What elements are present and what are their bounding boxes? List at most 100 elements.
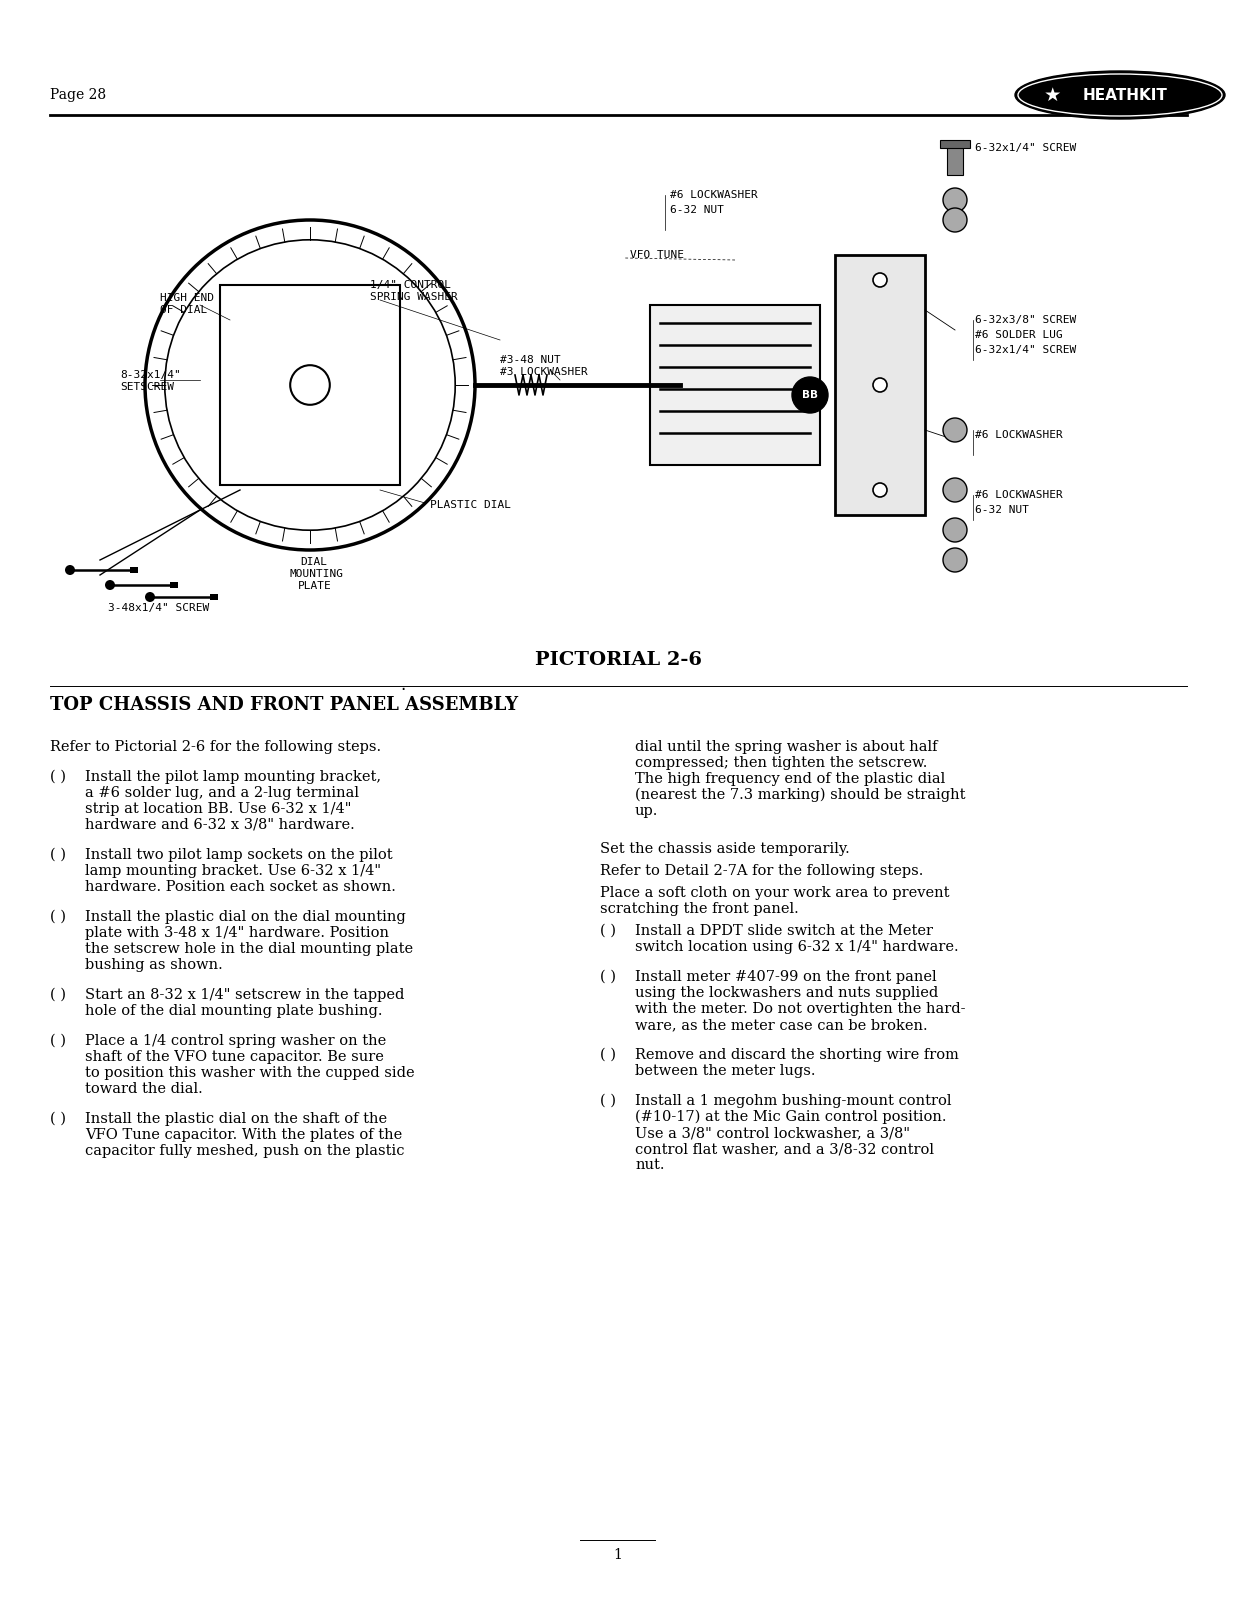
Bar xyxy=(940,141,970,149)
Text: hardware and 6-32 x 3/8" hardware.: hardware and 6-32 x 3/8" hardware. xyxy=(85,818,355,832)
Text: a #6 solder lug, and a 2-lug terminal: a #6 solder lug, and a 2-lug terminal xyxy=(85,786,359,800)
Text: Refer to Pictorial 2-6 for the following steps.: Refer to Pictorial 2-6 for the following… xyxy=(49,739,381,754)
Text: #3 LOCKWASHER: #3 LOCKWASHER xyxy=(500,366,588,378)
Text: strip at location BB. Use 6-32 x 1/4": strip at location BB. Use 6-32 x 1/4" xyxy=(85,802,351,816)
Bar xyxy=(220,285,400,485)
Text: bushing as shown.: bushing as shown. xyxy=(85,958,223,971)
Text: 6-32 NUT: 6-32 NUT xyxy=(975,506,1029,515)
Text: ( ): ( ) xyxy=(600,1048,616,1062)
Text: ( ): ( ) xyxy=(49,1112,66,1126)
Circle shape xyxy=(943,547,967,573)
Text: 1: 1 xyxy=(614,1549,622,1562)
Text: ( ): ( ) xyxy=(49,848,66,862)
Text: Install the plastic dial on the shaft of the: Install the plastic dial on the shaft of… xyxy=(85,1112,387,1126)
Text: lamp mounting bracket. Use 6-32 x 1/4": lamp mounting bracket. Use 6-32 x 1/4" xyxy=(85,864,381,878)
Circle shape xyxy=(105,579,115,590)
Text: Install the plastic dial on the dial mounting: Install the plastic dial on the dial mou… xyxy=(85,910,406,925)
Text: hole of the dial mounting plate bushing.: hole of the dial mounting plate bushing. xyxy=(85,1005,382,1018)
Text: Place a soft cloth on your work area to prevent: Place a soft cloth on your work area to … xyxy=(600,886,950,899)
Circle shape xyxy=(943,518,967,542)
Text: 1/4" CONTROL: 1/4" CONTROL xyxy=(370,280,452,290)
Text: (nearest the 7.3 marking) should be straight: (nearest the 7.3 marking) should be stra… xyxy=(635,787,966,802)
Text: nut.: nut. xyxy=(635,1158,664,1171)
Text: Install a DPDT slide switch at the Meter: Install a DPDT slide switch at the Meter xyxy=(635,925,933,938)
Text: between the meter lugs.: between the meter lugs. xyxy=(635,1064,815,1078)
Text: switch location using 6-32 x 1/4" hardware.: switch location using 6-32 x 1/4" hardwa… xyxy=(635,939,959,954)
Circle shape xyxy=(943,418,967,442)
Text: ( ): ( ) xyxy=(49,987,66,1002)
Text: Remove and discard the shorting wire from: Remove and discard the shorting wire fro… xyxy=(635,1048,959,1062)
Text: SPRING WASHER: SPRING WASHER xyxy=(370,291,458,302)
Circle shape xyxy=(873,274,887,286)
Text: VFO Tune capacitor. With the plates of the: VFO Tune capacitor. With the plates of t… xyxy=(85,1128,402,1142)
Circle shape xyxy=(943,478,967,502)
Text: PLATE: PLATE xyxy=(298,581,332,590)
Text: with the meter. Do not overtighten the hard-: with the meter. Do not overtighten the h… xyxy=(635,1002,966,1016)
Text: compressed; then tighten the setscrew.: compressed; then tighten the setscrew. xyxy=(635,757,928,770)
Text: PICTORIAL 2-6: PICTORIAL 2-6 xyxy=(534,651,703,669)
Text: OF DIAL: OF DIAL xyxy=(160,306,208,315)
Text: SETSCREW: SETSCREW xyxy=(120,382,174,392)
Bar xyxy=(649,306,820,466)
Text: Set the chassis aside temporarily.: Set the chassis aside temporarily. xyxy=(600,842,850,856)
Circle shape xyxy=(145,592,155,602)
Text: toward the dial.: toward the dial. xyxy=(85,1082,203,1096)
Text: 6-32 NUT: 6-32 NUT xyxy=(670,205,724,214)
Text: 8-32x1/4": 8-32x1/4" xyxy=(120,370,181,379)
Text: #6 LOCKWASHER: #6 LOCKWASHER xyxy=(975,490,1063,499)
Text: ( ): ( ) xyxy=(49,770,66,784)
Text: 6-32x3/8" SCREW: 6-32x3/8" SCREW xyxy=(975,315,1076,325)
Text: shaft of the VFO tune capacitor. Be sure: shaft of the VFO tune capacitor. Be sure xyxy=(85,1050,383,1064)
Text: ( ): ( ) xyxy=(49,910,66,925)
Text: Start an 8-32 x 1/4" setscrew in the tapped: Start an 8-32 x 1/4" setscrew in the tap… xyxy=(85,987,404,1002)
Text: .: . xyxy=(400,675,406,694)
Text: #6 LOCKWASHER: #6 LOCKWASHER xyxy=(670,190,758,200)
Circle shape xyxy=(873,483,887,498)
Text: Page 28: Page 28 xyxy=(49,88,106,102)
Text: Use a 3/8" control lockwasher, a 3/8": Use a 3/8" control lockwasher, a 3/8" xyxy=(635,1126,910,1139)
Text: TOP CHASSIS AND FRONT PANEL ASSEMBLY: TOP CHASSIS AND FRONT PANEL ASSEMBLY xyxy=(49,696,518,714)
Text: Place a 1/4 control spring washer on the: Place a 1/4 control spring washer on the xyxy=(85,1034,386,1048)
Text: the setscrew hole in the dial mounting plate: the setscrew hole in the dial mounting p… xyxy=(85,942,413,955)
Text: 6-32x1/4" SCREW: 6-32x1/4" SCREW xyxy=(975,346,1076,355)
Bar xyxy=(169,582,178,587)
Text: Install meter #407-99 on the front panel: Install meter #407-99 on the front panel xyxy=(635,970,936,984)
Circle shape xyxy=(943,208,967,232)
Circle shape xyxy=(943,187,967,211)
Circle shape xyxy=(873,378,887,392)
Text: Install a 1 megohm bushing-mount control: Install a 1 megohm bushing-mount control xyxy=(635,1094,951,1107)
Text: MOUNTING: MOUNTING xyxy=(289,570,344,579)
Text: #6 SOLDER LUG: #6 SOLDER LUG xyxy=(975,330,1063,341)
Text: plate with 3-48 x 1/4" hardware. Position: plate with 3-48 x 1/4" hardware. Positio… xyxy=(85,926,388,939)
Text: ★: ★ xyxy=(1043,85,1061,104)
Text: 6-32x1/4" SCREW: 6-32x1/4" SCREW xyxy=(975,142,1076,154)
Text: scratching the front panel.: scratching the front panel. xyxy=(600,902,799,915)
Text: Refer to Detail 2-7A for the following steps.: Refer to Detail 2-7A for the following s… xyxy=(600,864,923,878)
Bar xyxy=(948,146,962,174)
Bar xyxy=(130,566,139,573)
Text: HIGH END: HIGH END xyxy=(160,293,214,302)
Circle shape xyxy=(66,565,75,574)
Text: HEATHKIT: HEATHKIT xyxy=(1082,88,1168,102)
Bar xyxy=(210,594,218,600)
Text: ( ): ( ) xyxy=(600,1094,616,1107)
Text: using the lockwashers and nuts supplied: using the lockwashers and nuts supplied xyxy=(635,986,938,1000)
Text: Install the pilot lamp mounting bracket,: Install the pilot lamp mounting bracket, xyxy=(85,770,381,784)
Text: The high frequency end of the plastic dial: The high frequency end of the plastic di… xyxy=(635,773,945,786)
Text: Install two pilot lamp sockets on the pilot: Install two pilot lamp sockets on the pi… xyxy=(85,848,392,862)
Text: BB: BB xyxy=(802,390,818,400)
Text: ware, as the meter case can be broken.: ware, as the meter case can be broken. xyxy=(635,1018,928,1032)
Text: 3-48x1/4" SCREW: 3-48x1/4" SCREW xyxy=(108,603,209,613)
Text: #3-48 NUT: #3-48 NUT xyxy=(500,355,560,365)
Text: PLASTIC DIAL: PLASTIC DIAL xyxy=(430,499,511,510)
Text: control flat washer, and a 3/8-32 control: control flat washer, and a 3/8-32 contro… xyxy=(635,1142,934,1155)
Ellipse shape xyxy=(1016,70,1225,118)
Text: ( ): ( ) xyxy=(600,970,616,984)
Text: ( ): ( ) xyxy=(600,925,616,938)
Circle shape xyxy=(792,378,828,413)
Text: capacitor fully meshed, push on the plastic: capacitor fully meshed, push on the plas… xyxy=(85,1144,404,1158)
Bar xyxy=(835,254,925,515)
Text: hardware. Position each socket as shown.: hardware. Position each socket as shown. xyxy=(85,880,396,894)
Text: (#10-17) at the Mic Gain control position.: (#10-17) at the Mic Gain control positio… xyxy=(635,1110,946,1125)
Text: DIAL: DIAL xyxy=(301,557,327,566)
